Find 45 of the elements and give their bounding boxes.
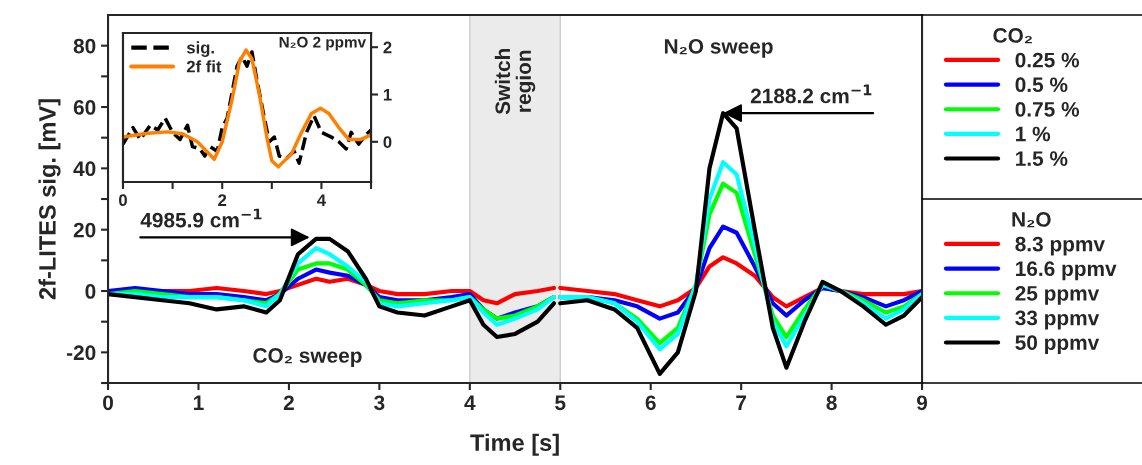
y-axis-title: 2f-LITES sig. [mV] <box>38 99 61 300</box>
x-tick-label: 1 <box>194 395 204 410</box>
line-series <box>108 236 557 340</box>
y-tick-label: -20 <box>66 345 96 361</box>
legend-label: 0.5 % <box>1015 77 1068 93</box>
legend-label: 0.25 % <box>1015 52 1080 68</box>
x-tick-label: 7 <box>736 395 747 410</box>
legend-label: 8.3 ppmv <box>1015 236 1105 256</box>
x-tick-label: 6 <box>645 395 656 411</box>
text: CO₂ <box>993 28 1032 44</box>
x-tick-label: 3 <box>374 395 385 411</box>
y2-tick-label: 2 <box>383 41 392 54</box>
x-tick-label: 9 <box>916 395 928 411</box>
legend-label: 2f fit <box>186 60 222 73</box>
legend-label: 33 ppmv <box>1015 310 1100 330</box>
x-tick-label: 0 <box>119 194 127 207</box>
x-tick-label: 2 <box>283 395 294 410</box>
x-tick-label: 0 <box>103 395 113 411</box>
legend-label: 1.5 % <box>1016 151 1068 166</box>
x-tick-label: 2 <box>218 194 227 206</box>
legend-label: sig. <box>186 41 214 57</box>
x-tick-label: 4 <box>464 395 476 410</box>
y2-tick-label: 1 <box>383 89 392 101</box>
legend-label: 16.6 ppmv <box>1016 261 1117 281</box>
annotation: 2188.2 cm$^{−1}$ <box>750 84 872 104</box>
x-tick-label: 5 <box>555 395 566 411</box>
annotation: N₂O 2 ppmv <box>279 36 367 51</box>
annotation: N₂O sweep <box>664 38 773 58</box>
annotation: CO₂ sweep <box>253 348 362 367</box>
annotation: 4985.9 cm$^{−1}$ <box>140 208 262 228</box>
y2-tick-label: 0 <box>383 136 392 148</box>
legend-label: 50 ppmv <box>1015 335 1100 355</box>
text: N₂O <box>1012 212 1051 228</box>
x-tick-label: 8 <box>826 395 837 411</box>
legend-label: 0.75 % <box>1015 101 1080 117</box>
y-tick-label: 80 <box>73 38 96 54</box>
legend-label: 1 % <box>1016 126 1051 142</box>
band-label: Switch region <box>494 48 536 115</box>
y-tick-label: 40 <box>73 161 96 177</box>
x-tick-label: 4 <box>317 194 326 206</box>
legend-label: 25 ppmv <box>1015 285 1100 305</box>
y-tick-label: 20 <box>73 222 96 238</box>
y-tick-label: 60 <box>73 100 96 115</box>
x-axis-title: Time [s] <box>470 433 559 456</box>
y-tick-label: 0 <box>85 284 96 299</box>
